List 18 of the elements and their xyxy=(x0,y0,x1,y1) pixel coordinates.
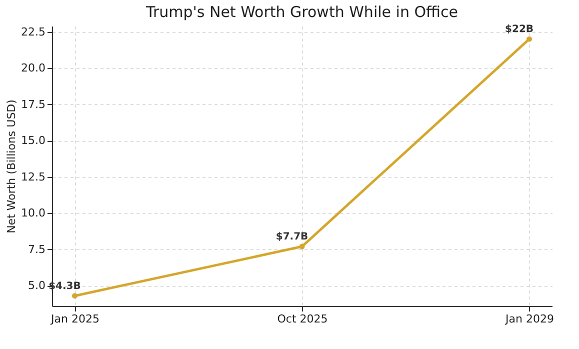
y-tick-label: 12.5 xyxy=(21,170,46,184)
point xyxy=(72,293,78,299)
point xyxy=(299,244,305,250)
x-tick-label: Jan 2029 xyxy=(504,312,554,326)
y-tick-label: 10.0 xyxy=(21,206,46,220)
chart-title: Trump's Net Worth Growth While in Office xyxy=(145,3,458,22)
x-tick-label: Oct 2025 xyxy=(277,312,328,326)
y-tick-label: 5.0 xyxy=(28,279,46,292)
point xyxy=(526,36,532,42)
x-tick-label: Jan 2025 xyxy=(50,312,100,326)
y-tick-label: 22.5 xyxy=(21,25,46,38)
data-label: $7.7B xyxy=(276,232,308,243)
data-label: $22B xyxy=(505,24,534,36)
y-tick-label: 17.5 xyxy=(21,98,46,111)
y-axis-title: Net Worth (Billions USD) xyxy=(5,100,18,234)
y-tick-label: 7.5 xyxy=(28,242,46,256)
y-tick-label: 20.0 xyxy=(21,62,46,75)
y-tick-label: 15.0 xyxy=(21,134,46,148)
